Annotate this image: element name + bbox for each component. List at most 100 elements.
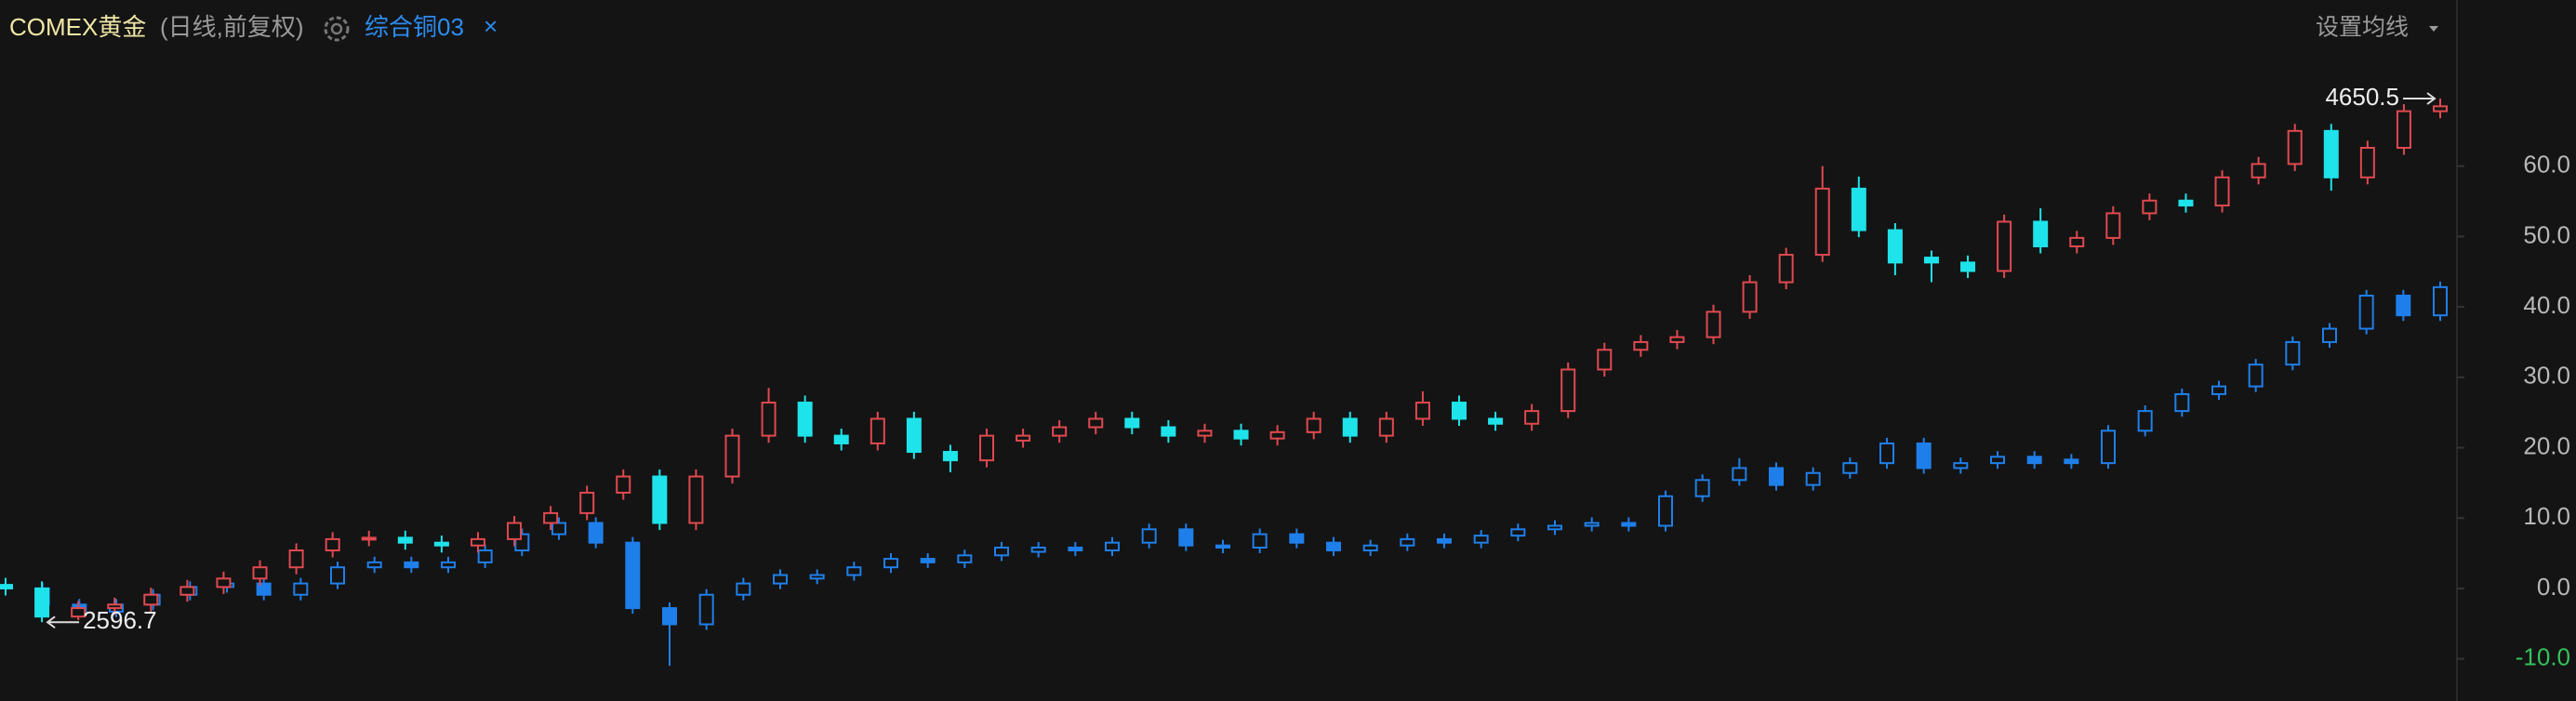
candle-body	[833, 434, 849, 444]
ma-settings-button[interactable]: 设置均线	[2316, 15, 2409, 41]
candle-body	[2214, 176, 2230, 207]
candle-body	[1879, 442, 1894, 465]
candle-body	[2358, 294, 2374, 330]
candle-body	[2359, 146, 2375, 179]
candle-body	[1851, 187, 1866, 231]
candle-body	[1997, 220, 2012, 272]
candle-body	[1378, 417, 1394, 437]
candle-body	[579, 491, 595, 514]
candle-body	[1068, 546, 1083, 552]
candle-body	[942, 451, 958, 462]
candle-body	[1953, 462, 1969, 470]
candle-body	[1658, 495, 1673, 527]
y-tick-label: 40.0	[2523, 291, 2570, 319]
candle-body	[2396, 294, 2411, 317]
candle-body	[1088, 417, 1104, 429]
candle-body	[1923, 257, 1939, 264]
candle-body	[1233, 430, 1249, 440]
candle-body	[325, 537, 340, 552]
candle-body	[2105, 212, 2121, 239]
candle-body	[1473, 535, 1489, 544]
candle-body	[846, 566, 862, 576]
candle-body	[1842, 462, 1858, 474]
candle-body	[216, 577, 232, 589]
candle-body	[1326, 541, 1341, 552]
candle-body	[1805, 471, 1821, 486]
candle-body	[1887, 229, 1903, 264]
candle-body	[1510, 528, 1526, 537]
candle-body	[1694, 479, 1710, 497]
candle-body	[1342, 417, 1358, 437]
candle-body	[1269, 430, 1285, 440]
candle-body	[1814, 187, 1830, 257]
candle-body	[1141, 528, 1157, 544]
candle-body	[2248, 364, 2264, 388]
candle-body	[179, 586, 195, 596]
candle-body	[1052, 426, 1068, 437]
y-tick-label: 20.0	[2523, 431, 2570, 459]
candle-body	[1916, 442, 1932, 470]
candle-body	[994, 546, 1009, 557]
candle-body	[2026, 456, 2042, 465]
candle-body	[2069, 236, 2085, 247]
candle-body	[1306, 417, 1321, 433]
candle-body	[288, 549, 304, 569]
candle-body	[1252, 533, 1268, 549]
compare-symbol[interactable]: 综合铜03	[365, 13, 464, 41]
candle-body	[1769, 467, 1784, 486]
max-arrow-head	[2426, 92, 2437, 105]
candle-body	[2323, 129, 2339, 179]
candle-body	[2433, 285, 2448, 317]
candle-body	[2137, 410, 2153, 432]
candle-body	[1362, 544, 1378, 552]
candle-body	[470, 537, 485, 547]
candle-body	[588, 522, 604, 544]
y-tick-label: 10.0	[2523, 502, 2570, 530]
candle-body	[143, 593, 159, 606]
candle-body	[883, 558, 898, 569]
candle-body	[2433, 105, 2448, 112]
candle-body	[1016, 434, 1031, 442]
candle-body	[773, 574, 788, 585]
candle-body	[2033, 220, 2049, 247]
y-tick-label: 30.0	[2523, 362, 2570, 390]
candle-body	[361, 536, 377, 541]
settings-icon[interactable]	[324, 16, 350, 42]
candle-body	[809, 574, 825, 580]
candle-body	[1030, 546, 1046, 553]
plot-area: -10.0 0.0 10.0 20.0 30.0 40.0 50.0 60.0 4650.5 25…	[0, 83, 2570, 670]
candle-body	[1215, 544, 1230, 549]
min-price-label: 2596.7	[83, 606, 157, 634]
candle-body	[330, 566, 345, 585]
candle-body	[433, 541, 449, 547]
candle-body	[2064, 458, 2079, 465]
candle-body	[551, 522, 566, 536]
candle-body	[2285, 340, 2301, 366]
candle-body	[1584, 522, 1600, 527]
candle-body	[543, 511, 559, 524]
candle-body	[979, 434, 995, 462]
candle-body	[2211, 385, 2226, 395]
candle-body	[1400, 537, 1415, 547]
candle-body	[1105, 541, 1120, 552]
candle-body	[2178, 199, 2194, 207]
candle-body	[662, 607, 677, 626]
candle-body	[625, 541, 641, 610]
y-tick-label: -10.0	[2516, 642, 2570, 670]
candle-body	[1560, 368, 1576, 413]
candle-body	[1488, 417, 1504, 425]
candle-body	[1960, 261, 1976, 272]
period-note: (日线,前复权)	[160, 13, 304, 41]
candle-body	[688, 475, 704, 524]
candle-body	[2101, 430, 2116, 465]
candle-body	[1414, 402, 1430, 420]
y-tick-label: 50.0	[2523, 220, 2570, 248]
candle-body	[2322, 327, 2337, 343]
candle-body	[736, 582, 751, 596]
candle-body	[252, 566, 268, 580]
candle-body	[366, 561, 382, 569]
min-arrow-head	[46, 615, 56, 629]
candle-body	[698, 593, 714, 626]
remove-compare[interactable]: ×	[484, 12, 498, 40]
